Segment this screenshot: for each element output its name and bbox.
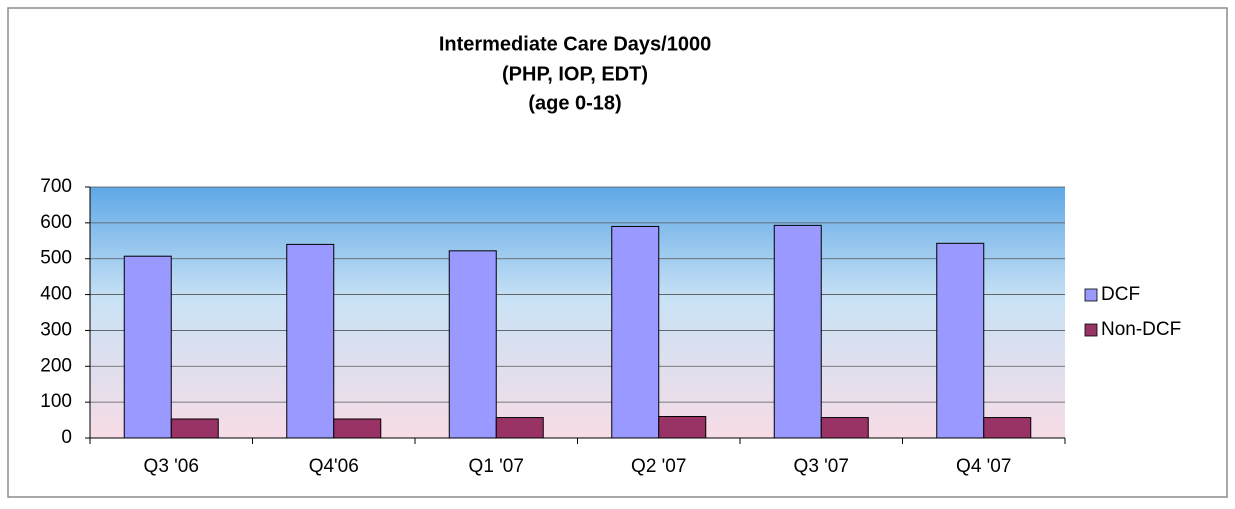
- chart-title: Intermediate Care Days/1000: [439, 33, 711, 55]
- bar: [773, 224, 822, 439]
- legend-label: Non-DCF: [1101, 319, 1181, 340]
- bar: [658, 415, 707, 439]
- bar: [286, 243, 335, 439]
- bar: [448, 250, 497, 439]
- bar: [820, 417, 869, 439]
- plot-area: [90, 187, 1065, 438]
- bar: [936, 242, 985, 439]
- legend-swatch: [1084, 288, 1098, 302]
- bar: [333, 418, 382, 439]
- bar: [983, 417, 1032, 439]
- y-tick-label: 400: [40, 284, 72, 305]
- x-tick-label: Q4'06: [309, 456, 359, 477]
- y-tick-label: 500: [40, 248, 72, 269]
- y-tick-label: 100: [40, 391, 72, 412]
- x-tick-label: Q3 '07: [794, 456, 849, 477]
- x-tick-label: Q3 '06: [144, 456, 199, 477]
- y-tick-label: 0: [61, 427, 72, 448]
- chart-title: (PHP, IOP, EDT): [502, 63, 648, 85]
- x-tick-label: Q1 '07: [469, 456, 524, 477]
- bar: [123, 255, 172, 439]
- y-tick-label: 200: [40, 355, 72, 376]
- y-tick-label: 700: [40, 176, 72, 197]
- y-tick-label: 300: [40, 319, 72, 340]
- bar: [611, 225, 660, 439]
- legend-label: DCF: [1101, 284, 1140, 305]
- bar: [495, 417, 544, 439]
- legend-swatch: [1084, 323, 1098, 337]
- chart-title: (age 0-18): [528, 92, 621, 114]
- y-tick-label: 600: [40, 212, 72, 233]
- x-tick-label: Q2 '07: [631, 456, 686, 477]
- bar: [170, 418, 219, 439]
- x-tick-label: Q4 '07: [956, 456, 1011, 477]
